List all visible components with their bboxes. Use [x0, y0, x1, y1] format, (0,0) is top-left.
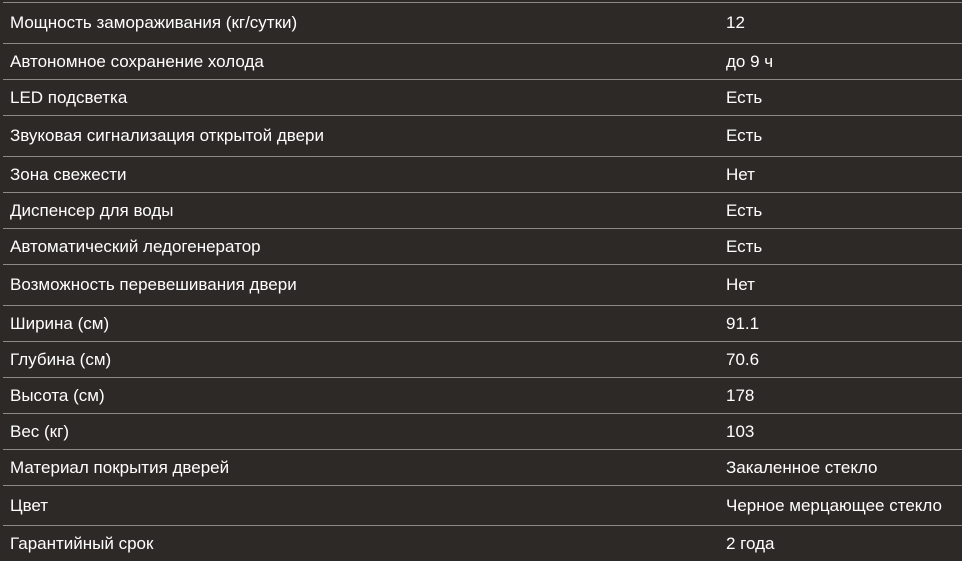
- spec-label: Вес (кг): [10, 421, 69, 441]
- spec-label: Цвет: [10, 495, 49, 515]
- spec-row: LED подсветка Есть: [3, 79, 962, 115]
- spec-row: Автономное сохранение холода до 9 ч: [3, 43, 962, 79]
- spec-row: Диспенсер для воды Есть: [3, 192, 962, 228]
- spec-label: Звуковая сигнализация открытой двери: [10, 126, 325, 145]
- specs-table: Мощность замораживания (кг/сутки) 12 Автон…: [3, 2, 962, 561]
- spec-row: Зона свежести Нет: [3, 156, 962, 192]
- spec-row: Гарантийный срок 2 года: [3, 525, 962, 561]
- spec-row: Глубина (см) 70.6: [3, 341, 962, 377]
- spec-label: Высота (см): [10, 385, 105, 405]
- spec-value: 103: [726, 421, 755, 441]
- spec-label: Зона свежести: [10, 164, 127, 184]
- spec-value: Нет: [726, 275, 755, 294]
- spec-value: 12: [726, 13, 745, 32]
- spec-row: Мощность замораживания (кг/сутки) 12: [3, 2, 962, 43]
- spec-value: 178: [726, 385, 755, 405]
- spec-label: Ширина (см): [10, 313, 110, 333]
- spec-value: 2 года: [726, 533, 775, 553]
- spec-value: 91.1: [726, 313, 760, 333]
- spec-value: Есть: [726, 126, 763, 145]
- spec-value: Закаленное стекло: [726, 457, 878, 477]
- spec-label: Автоматический ледогенератор: [10, 236, 261, 256]
- spec-label: Гарантийный срок: [10, 533, 154, 553]
- spec-value: Нет: [726, 164, 755, 184]
- spec-row: Автоматический ледогенератор Есть: [3, 228, 962, 264]
- spec-row: Возможность перевешивания двери Нет: [3, 264, 962, 305]
- spec-label: Возможность перевешивания двери: [10, 275, 297, 294]
- spec-value: Черное мерцающее стекло: [726, 495, 942, 515]
- spec-value: Есть: [726, 236, 763, 256]
- spec-row: Высота (см) 178: [3, 377, 962, 413]
- spec-label: Автономное сохранение холода: [10, 51, 264, 71]
- spec-value: до 9 ч: [726, 51, 774, 71]
- spec-label: Диспенсер для воды: [10, 200, 174, 220]
- spec-label: LED подсветка: [10, 87, 128, 107]
- spec-row: Вес (кг) 103: [3, 413, 962, 449]
- spec-row: Звуковая сигнализация открытой двери Есть: [3, 115, 962, 156]
- spec-value: Есть: [726, 87, 763, 107]
- spec-row: Цвет Черное мерцающее стекло: [3, 485, 962, 525]
- spec-label: Глубина (см): [10, 349, 112, 369]
- spec-label: Материал покрытия дверей: [10, 457, 230, 477]
- spec-label: Мощность замораживания (кг/сутки): [10, 13, 298, 32]
- spec-value: Есть: [726, 200, 763, 220]
- spec-row: Ширина (см) 91.1: [3, 305, 962, 341]
- spec-value: 70.6: [726, 349, 760, 369]
- spec-row: Материал покрытия дверей Закаленное стекл…: [3, 449, 962, 485]
